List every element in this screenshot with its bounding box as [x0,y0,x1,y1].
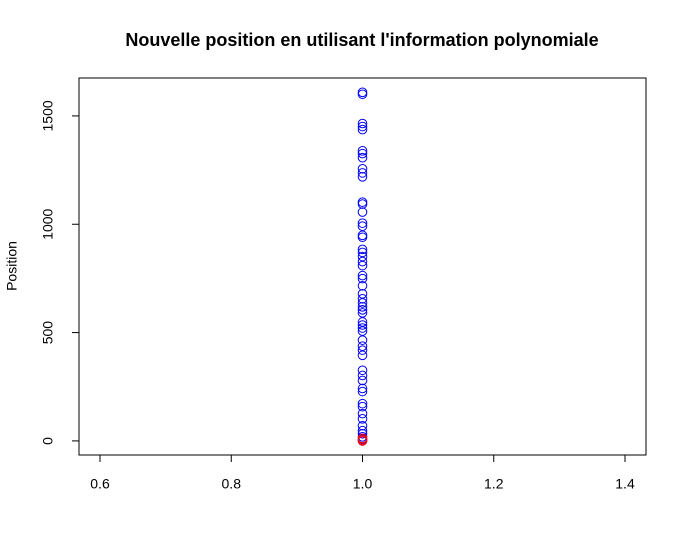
point [357,365,368,376]
point [357,199,368,209]
point [357,298,368,308]
point [357,401,368,412]
point [357,383,368,394]
point [357,335,368,345]
point [357,87,368,98]
point [357,260,368,271]
y-axis-label: Position [4,241,20,291]
chart-title: Nouvelle position en utilisant l'informa… [125,30,598,50]
y-tick-label: 1500 [40,100,56,131]
point [357,207,368,217]
y-tick-label: 500 [40,321,56,345]
point [357,414,368,424]
point [357,146,368,156]
point [357,433,368,444]
point [357,168,368,178]
point [357,350,368,361]
point [357,221,368,231]
point [357,273,368,284]
x-tick-label: 1.0 [353,476,373,492]
x-tick-label: 0.8 [222,476,242,492]
point [357,197,368,207]
point [357,345,368,355]
point [357,152,368,163]
point [357,124,368,135]
point [357,420,368,431]
point [357,370,368,381]
x-tick-label: 1.2 [484,476,504,492]
point [357,280,368,291]
point [357,244,368,255]
y-tick-label: 0 [40,437,56,445]
plot-frame [78,77,647,456]
point [357,232,368,243]
point [357,118,368,129]
point [357,172,368,182]
point [357,163,368,174]
point [357,375,368,386]
y-tick-label: 1000 [40,208,56,239]
point [357,270,368,281]
point [357,320,368,330]
point [357,408,368,419]
x-tick-label: 1.4 [615,476,635,492]
point [357,89,368,100]
point [357,428,368,439]
point [357,305,368,315]
point [357,398,368,409]
x-tick-label: 0.6 [90,476,110,492]
point [357,148,368,159]
point [357,218,368,228]
point [357,289,368,299]
point [357,121,368,132]
point [357,256,368,267]
point [357,293,368,304]
point [357,323,368,333]
point [357,302,368,312]
point [357,251,368,262]
point [357,230,368,241]
point [357,386,368,397]
